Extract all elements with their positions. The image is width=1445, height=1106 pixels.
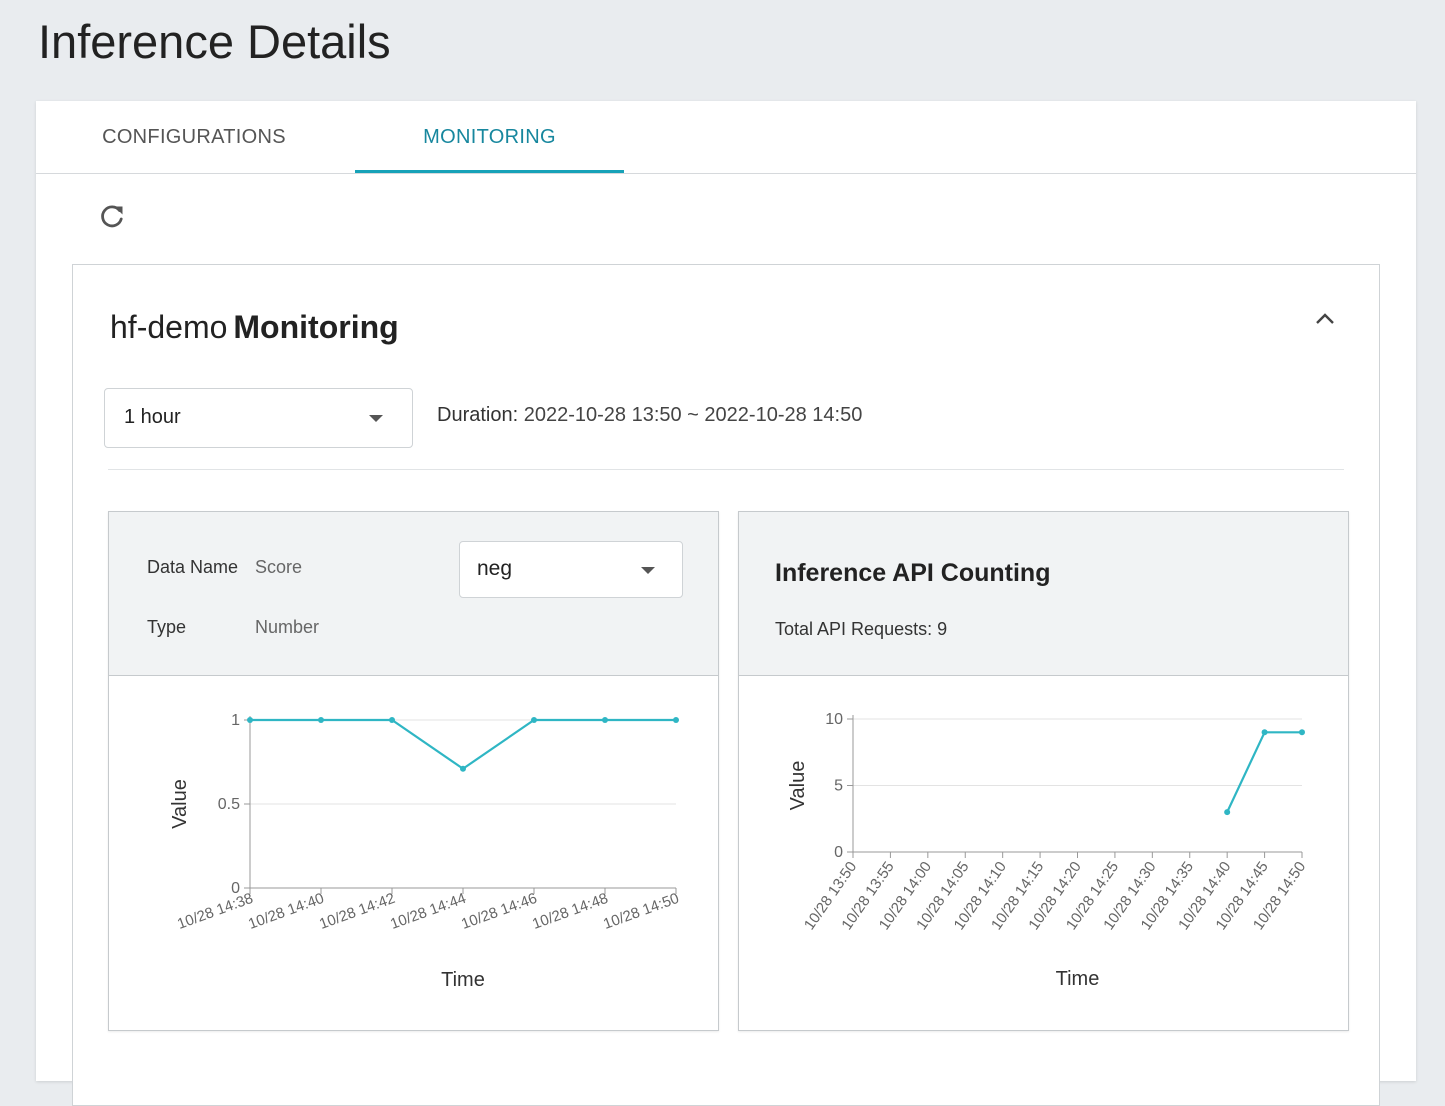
- x-tick-label: 10/28 14:38: [175, 890, 255, 933]
- chevron-up-icon[interactable]: [1311, 305, 1339, 333]
- data-point: [531, 717, 537, 723]
- series-line: [1226, 731, 1302, 813]
- x-tick-label: 10/28 14:46: [459, 890, 539, 933]
- duration: Duration: 2022-10-28 13:50 ~ 2022-10-28 …: [437, 404, 862, 427]
- data-point: [318, 717, 324, 723]
- series-line: [250, 718, 676, 771]
- tab-monitoring[interactable]: MONITORING: [355, 101, 624, 173]
- x-tick-label: 10/28 14:48: [530, 890, 610, 933]
- y-tick-label: 0: [834, 844, 843, 861]
- type-label: Type: [147, 617, 187, 637]
- data-point: [247, 717, 253, 723]
- x-tick-label: 10/28 14:50: [601, 890, 681, 933]
- data-point: [602, 717, 608, 723]
- data-field-select[interactable]: neg: [459, 541, 683, 598]
- score-panel-header: Data Name Score Type Number neg: [109, 512, 718, 676]
- inference-details-card: CONFIGURATIONS MONITORING hf-demo Monitor…: [36, 101, 1416, 1106]
- monitoring-title: hf-demo Monitoring: [110, 309, 399, 346]
- data-point: [673, 717, 679, 723]
- divider: [108, 469, 1344, 470]
- y-tick-label: 10: [825, 711, 843, 728]
- x-tick-label: 10/28 14:40: [246, 890, 326, 933]
- model-name: hf-demo: [110, 309, 228, 345]
- api-counting-panel: Inference API Counting Total API Request…: [738, 511, 1349, 1031]
- api-counting-title: Inference API Counting: [775, 559, 1051, 587]
- tab-configurations[interactable]: CONFIGURATIONS: [102, 126, 286, 148]
- duration-value: 2022-10-28 13:50 ~ 2022-10-28 14:50: [523, 404, 863, 426]
- y-tick-label: 5: [834, 778, 843, 795]
- data-point: [1261, 729, 1268, 736]
- data-name-value: Score: [255, 557, 303, 577]
- x-axis-label: Time: [441, 969, 485, 991]
- tab-bar: CONFIGURATIONS MONITORING: [36, 101, 1416, 174]
- total-api-requests: Total API Requests: 9: [775, 619, 947, 640]
- page-title: Inference Details: [38, 15, 391, 68]
- caret-down-icon: [641, 567, 655, 574]
- total-api-requests-label: Total API Requests:: [775, 619, 933, 639]
- duration-label: Duration:: [437, 404, 519, 426]
- refresh-icon[interactable]: [94, 199, 130, 235]
- total-api-requests-value: 9: [937, 619, 948, 639]
- x-axis-label: Time: [1056, 968, 1100, 990]
- y-axis-label: Value: [169, 779, 191, 829]
- x-tick-label: 10/28 14:42: [317, 890, 397, 933]
- data-point: [1299, 729, 1305, 736]
- score-chart-panel: Data Name Score Type Number neg 0 0.5 1 10/…: [108, 511, 719, 1031]
- caret-down-icon: [369, 415, 383, 422]
- data-point: [460, 765, 466, 772]
- type-value: Number: [255, 617, 320, 637]
- y-tick-label: 0.5: [218, 796, 240, 813]
- data-name-label: Data Name: [147, 557, 239, 577]
- monitoring-card: hf-demo Monitoring 1 hour Duration: 2022-…: [72, 264, 1380, 1106]
- time-range-value: 1 hour: [124, 406, 181, 428]
- y-tick-label: 1: [231, 712, 240, 729]
- time-range-select[interactable]: 1 hour: [104, 388, 413, 448]
- data-point: [1224, 809, 1231, 816]
- x-tick-label: 10/28 14:44: [388, 890, 468, 933]
- data-point: [389, 717, 395, 723]
- data-field-value: neg: [477, 557, 513, 580]
- y-tick-label: 0: [231, 880, 240, 897]
- monitoring-title-suffix: Monitoring: [233, 309, 399, 345]
- y-axis-label: Value: [787, 761, 809, 811]
- api-panel-header: Inference API Counting Total API Request…: [739, 512, 1348, 676]
